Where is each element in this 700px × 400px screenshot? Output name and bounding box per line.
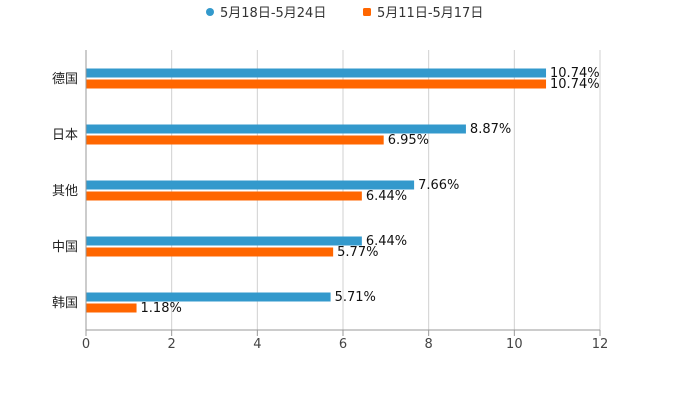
legend-label-series-2: 5月11日-5月17日 — [377, 6, 483, 21]
legend-marker-series-1 — [206, 8, 214, 16]
bars — [86, 68, 547, 313]
category-label-1: 德国 — [52, 72, 78, 87]
bar-week-may11-17-2 — [86, 135, 384, 145]
category-label-4: 中国 — [52, 240, 78, 255]
bar-week-may18-24-1 — [86, 68, 547, 78]
x-tick-label-3: 6 — [339, 337, 347, 352]
legend: 5月18日-5月24日 5月11日-5月17日 — [206, 6, 483, 21]
data-label-series-2-5: 1.18% — [141, 301, 182, 316]
data-label-series-2-1: 10.74% — [550, 77, 600, 92]
legend-marker-series-2 — [363, 8, 371, 16]
category-label-2: 日本 — [52, 128, 78, 143]
grid-lines — [171, 50, 601, 330]
data-label-series-1-4: 6.44% — [366, 234, 407, 249]
x-tick-label-4: 8 — [425, 337, 433, 352]
bar-week-may18-24-4 — [86, 236, 362, 246]
bar-week-may18-24-3 — [86, 180, 415, 190]
x-tick-label-5: 10 — [506, 337, 523, 352]
legend-label-series-1: 5月18日-5月24日 — [220, 6, 326, 21]
data-label-series-2-3: 6.44% — [366, 189, 407, 204]
data-label-series-2-2: 6.95% — [388, 133, 429, 148]
bar-week-may11-17-4 — [86, 247, 334, 257]
data-label-series-2-4: 5.77% — [337, 245, 378, 260]
data-label-series-1-3: 7.66% — [418, 178, 459, 193]
bar-week-may11-17-3 — [86, 191, 362, 201]
category-label-5: 韩国 — [52, 296, 78, 311]
data-label-series-1-1: 10.74% — [550, 66, 600, 81]
bar-week-may11-17-5 — [86, 303, 137, 313]
data-label-series-1-2: 8.87% — [470, 122, 511, 137]
x-tick-label-1: 2 — [168, 337, 176, 352]
x-tick-label-6: 12 — [592, 337, 609, 352]
bar-week-may11-17-1 — [86, 79, 547, 89]
labels: 德国 10.74%10.74% 日本 8.87% 6.95% 其他 7.66% 6.44% 中国… — [52, 66, 600, 316]
bar-week-may18-24-5 — [86, 292, 331, 302]
category-label-3: 其他 — [52, 184, 78, 199]
x-tick-label-2: 4 — [253, 337, 261, 352]
bar-week-may18-24-2 — [86, 124, 466, 134]
axes: 0 2 4 6 8 10 12 — [82, 50, 608, 352]
x-tick-label-0: 0 — [82, 337, 90, 352]
data-label-series-1-5: 5.71% — [335, 290, 376, 305]
